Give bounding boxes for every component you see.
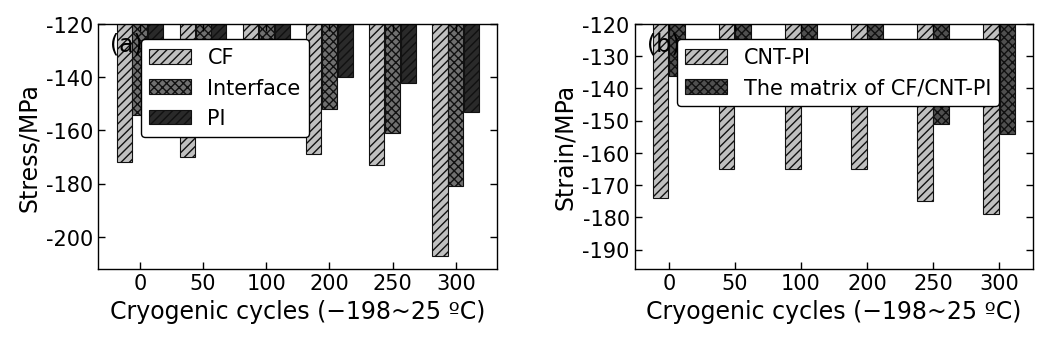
Bar: [448, 0, 463, 187]
Bar: [195, 0, 211, 120]
Y-axis label: Strain/MPa: Strain/MPa: [552, 84, 576, 210]
Legend: CNT-PI, The matrix of CF/CNT-PI: CNT-PI, The matrix of CF/CNT-PI: [677, 40, 1000, 107]
Bar: [933, 0, 949, 124]
Bar: [132, 0, 147, 115]
Bar: [117, 0, 131, 163]
Bar: [307, 0, 321, 155]
Bar: [322, 0, 337, 109]
Bar: [433, 0, 447, 256]
Bar: [370, 0, 384, 166]
Bar: [464, 0, 479, 112]
Bar: [735, 0, 751, 79]
Bar: [211, 0, 227, 70]
Bar: [401, 0, 416, 83]
Bar: [258, 0, 274, 109]
Bar: [653, 0, 669, 198]
Bar: [983, 0, 999, 215]
X-axis label: Cryogenic cycles (−198~25 ºC): Cryogenic cycles (−198~25 ºC): [646, 300, 1022, 323]
Bar: [867, 0, 883, 86]
Legend: CF, Interface, PI: CF, Interface, PI: [141, 40, 309, 137]
Bar: [274, 0, 290, 78]
Bar: [784, 0, 800, 169]
Text: (b): (b): [647, 32, 679, 56]
Bar: [669, 0, 685, 76]
X-axis label: Cryogenic cycles (−198~25 ºC): Cryogenic cycles (−198~25 ºC): [110, 300, 485, 323]
Y-axis label: Stress/MPa: Stress/MPa: [17, 83, 41, 211]
Bar: [719, 0, 734, 169]
Bar: [917, 0, 932, 202]
Bar: [850, 0, 866, 169]
Bar: [385, 0, 400, 134]
Bar: [1000, 0, 1015, 134]
Bar: [338, 0, 353, 78]
Bar: [801, 0, 817, 86]
Bar: [180, 0, 194, 157]
Text: (a): (a): [110, 32, 143, 56]
Bar: [148, 0, 163, 70]
Bar: [243, 0, 258, 134]
